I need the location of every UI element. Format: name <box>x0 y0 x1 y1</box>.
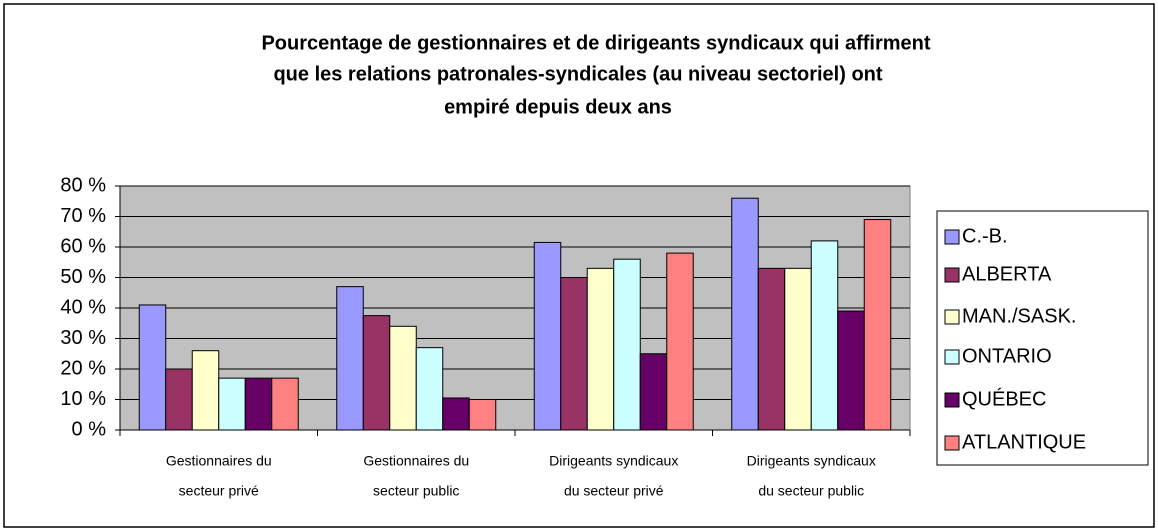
bar <box>362 315 391 431</box>
x-tick-label: du secteur privé <box>564 483 664 499</box>
y-tick-label: 70 % <box>60 205 106 227</box>
legend-swatch <box>944 229 960 245</box>
bar <box>389 325 417 431</box>
legend-swatch <box>944 267 960 283</box>
x-tick-label: Gestionnaires du <box>363 453 469 469</box>
x-tick-label: du secteur public <box>758 483 864 499</box>
y-tick-label: 10 % <box>60 388 106 410</box>
bar <box>415 347 444 431</box>
bar <box>586 267 615 431</box>
chart-title: Pourcentage de gestionnaires et de dirig… <box>261 32 930 54</box>
y-tick-label: 80 % <box>60 174 106 196</box>
bar <box>533 241 562 431</box>
x-tick-label: Gestionnaires du <box>166 453 272 469</box>
bar <box>731 197 759 431</box>
bar <box>218 377 246 431</box>
x-tick-label: secteur privé <box>179 483 259 499</box>
bar <box>613 258 641 431</box>
bar <box>639 353 668 431</box>
y-tick-label: 40 % <box>60 296 106 318</box>
y-tick-label: 30 % <box>60 327 106 349</box>
bar <box>442 397 470 431</box>
legend-swatch <box>944 309 960 325</box>
bar <box>757 267 786 431</box>
legend-label: C.-B. <box>962 225 1008 247</box>
bar <box>244 377 273 431</box>
bar <box>336 286 364 431</box>
legend-label: MAN./SASK. <box>962 305 1076 327</box>
x-tick-label: secteur public <box>373 483 459 499</box>
chart-title: empiré depuis deux ans <box>444 96 672 118</box>
bar <box>837 310 865 431</box>
bar <box>191 350 220 431</box>
bar <box>666 252 694 431</box>
legend-swatch <box>944 392 960 408</box>
x-tick-label: Dirigeants syndicaux <box>549 453 678 469</box>
legend-label: ATLANTIQUE <box>962 431 1086 453</box>
bar <box>784 267 812 431</box>
chart-title: que les relations patronales-syndicales … <box>273 63 882 85</box>
bar <box>863 219 892 431</box>
bar <box>468 399 497 431</box>
legend-swatch <box>944 435 960 451</box>
legend-swatch <box>944 349 960 365</box>
legend-label: ALBERTA <box>962 263 1052 285</box>
bar <box>165 368 193 431</box>
y-tick-label: 50 % <box>60 266 106 288</box>
bar <box>138 304 167 431</box>
legend-box <box>936 210 1149 466</box>
legend-label: QUÉBEC <box>962 387 1046 410</box>
bar <box>271 377 299 431</box>
bar <box>810 240 839 431</box>
x-tick-label: Dirigeants syndicaux <box>747 453 876 469</box>
y-tick-label: 0 % <box>72 418 107 440</box>
y-tick-label: 60 % <box>60 235 106 257</box>
bar <box>560 277 588 431</box>
legend-label: ONTARIO <box>962 345 1052 367</box>
y-tick-label: 20 % <box>60 357 106 379</box>
